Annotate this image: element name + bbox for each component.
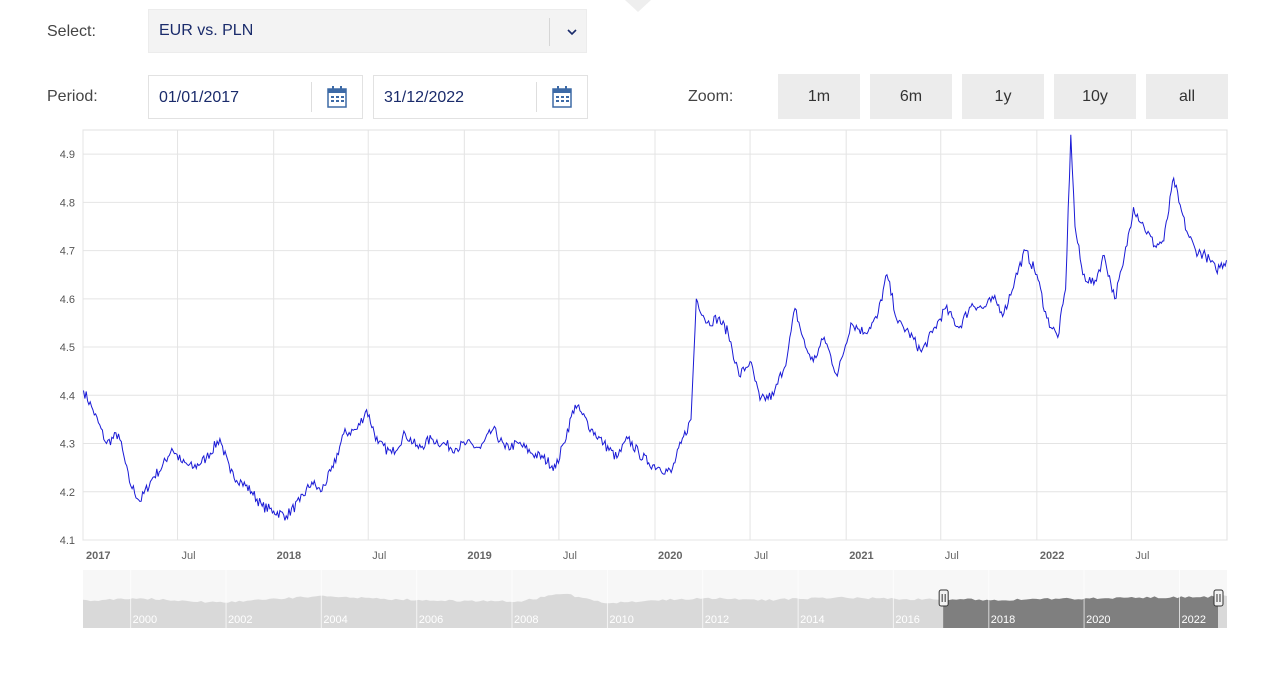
date-from-input[interactable]: 01/01/2017: [148, 75, 363, 119]
x-tick-label: Jul: [372, 550, 386, 562]
zoom-1m-button[interactable]: 1m: [778, 74, 860, 119]
y-tick-label: 4.7: [60, 246, 75, 258]
chevron-down-icon[interactable]: [557, 18, 587, 46]
navigator-left-handle[interactable]: [938, 589, 949, 607]
series-line: [83, 134, 1227, 521]
navigator-year-label: 2022: [1181, 614, 1205, 626]
currency-pair-select[interactable]: EUR vs. PLN: [148, 9, 587, 53]
y-tick-label: 4.6: [60, 294, 75, 306]
navigator-selected-area: [943, 595, 1218, 628]
navigator-year-label: 2012: [705, 614, 729, 626]
navigator-year-label: 2008: [514, 614, 538, 626]
zoom-6m-button[interactable]: 6m: [870, 74, 952, 119]
calendar-icon[interactable]: [552, 86, 572, 108]
select-divider: [549, 18, 550, 46]
x-tick-label: 2018: [277, 550, 301, 562]
select-label: Select:: [47, 23, 96, 40]
y-tick-label: 4.5: [60, 342, 75, 354]
navigator-background: [83, 570, 1227, 628]
navigator-year-label: 2010: [609, 614, 633, 626]
y-tick-label: 4.4: [60, 390, 75, 402]
date-from-divider: [311, 82, 312, 112]
x-tick-label: Jul: [563, 550, 577, 562]
navigator-year-label: 2006: [419, 614, 443, 626]
x-tick-label: 2021: [849, 550, 873, 562]
x-tick-label: 2017: [86, 550, 110, 562]
currency-pair-value: EUR vs. PLN: [159, 22, 254, 39]
y-axis: 4.1 4.2 4.3 4.4 4.5 4.6 4.7 4.8 4.9: [60, 149, 75, 547]
y-tick-label: 4.9: [60, 149, 75, 161]
x-tick-label: 2022: [1040, 550, 1064, 562]
zoom-label: Zoom:: [688, 88, 734, 105]
date-to-divider: [536, 82, 537, 112]
zoom-all-button[interactable]: all: [1146, 74, 1228, 119]
y-tick-label: 4.8: [60, 197, 75, 209]
calendar-icon[interactable]: [327, 86, 347, 108]
navigator-right-handle[interactable]: [1213, 589, 1224, 607]
y-tick-label: 4.3: [60, 439, 75, 451]
navigator-year-label: 2000: [133, 614, 157, 626]
navigator-year-label: 2020: [1086, 614, 1110, 626]
date-to-input[interactable]: 31/12/2022: [373, 75, 588, 119]
navigator-year-label: 2016: [895, 614, 919, 626]
x-tick-label: Jul: [182, 550, 196, 562]
date-to-value: 31/12/2022: [384, 89, 465, 106]
x-tick-label: Jul: [1135, 550, 1149, 562]
navigator-area: [83, 593, 1227, 628]
y-tick-label: 4.2: [60, 487, 75, 499]
plot-frame: [82, 129, 1228, 541]
x-tick-label: Jul: [945, 550, 959, 562]
navigator-year-label: 2018: [991, 614, 1015, 626]
series-eur-pln: [83, 134, 1227, 521]
tooltip-pointer: [625, 0, 651, 12]
date-from-value: 01/01/2017: [159, 89, 240, 106]
zoom-1y-button[interactable]: 1y: [962, 74, 1044, 119]
x-tick-label: 2020: [658, 550, 682, 562]
period-label: Period:: [47, 88, 98, 105]
navigator-year-label: 2014: [800, 614, 824, 626]
navigator[interactable]: 2000 2002 2004 2006 2008 2010 2012 2014 2016 2018…: [83, 570, 1227, 628]
x-tick-label: 2019: [467, 550, 491, 562]
x-tick-label: Jul: [754, 550, 768, 562]
navigator-year-label: 2004: [323, 614, 347, 626]
zoom-10y-button[interactable]: 10y: [1054, 74, 1136, 119]
navigator-year-label: 2002: [228, 614, 252, 626]
y-tick-label: 4.1: [60, 535, 75, 547]
chart-grid: [82, 129, 1228, 541]
x-axis: 2017 Jul 2018 Jul 2019 Jul 2020 Jul 2021 Jul 2022 J…: [86, 550, 1149, 562]
